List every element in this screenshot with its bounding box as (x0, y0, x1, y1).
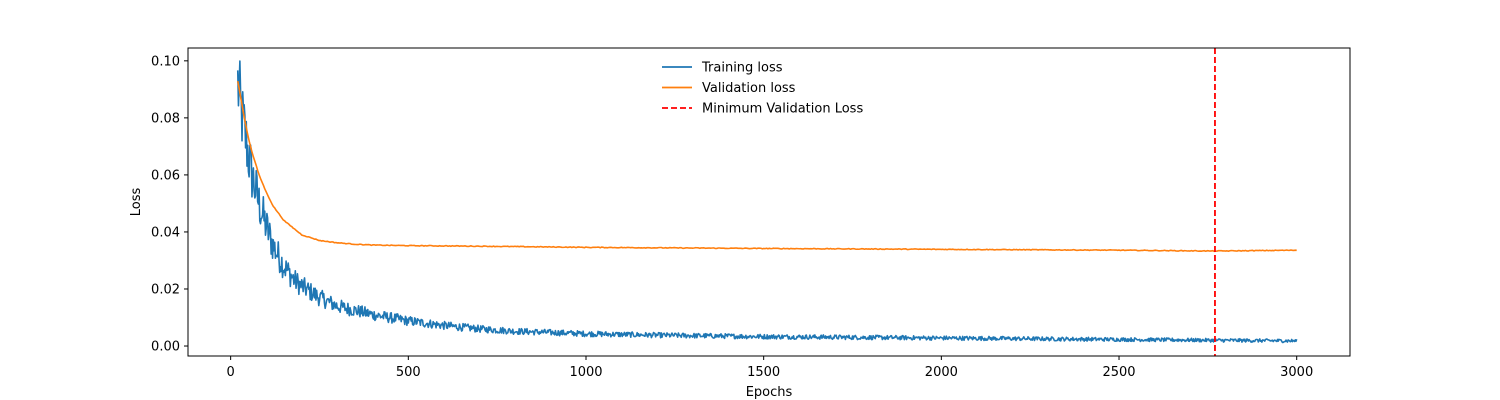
validation-loss-line (236, 81, 1297, 253)
x-tick-label: 2500 (1102, 365, 1135, 380)
x-tick-label: 2000 (925, 365, 958, 380)
legend-label: Training loss (701, 61, 783, 76)
x-axis-label: Epochs (746, 385, 793, 400)
y-tick-label: 0.00 (151, 340, 180, 355)
training-loss-line (236, 60, 1298, 344)
y-axis-label: Loss (129, 188, 144, 217)
y-tick-label: 0.04 (151, 225, 180, 240)
x-tick-label: 3000 (1280, 365, 1313, 380)
x-axis-ticks: 0 500 1000 1500 2000 2500 3000 (227, 356, 1313, 380)
y-tick-label: 0.08 (151, 111, 180, 126)
x-tick-label: 500 (396, 365, 421, 380)
legend-label: Validation loss (702, 81, 796, 96)
y-tick-label: 0.06 (151, 168, 180, 183)
x-tick-label: 1500 (747, 365, 780, 380)
y-axis-ticks: 0.00 0.02 0.04 0.06 0.08 0.10 (151, 54, 188, 355)
y-tick-label: 0.02 (151, 282, 180, 297)
x-tick-label: 0 (227, 365, 235, 380)
plot-frame (187, 47, 1351, 357)
x-tick-label: 1000 (569, 365, 602, 380)
plot-layer (236, 48, 1298, 356)
y-tick-label: 0.10 (151, 54, 180, 69)
legend: Training loss Validation loss Minimum Vali… (662, 61, 863, 117)
legend-label: Minimum Validation Loss (702, 102, 863, 117)
